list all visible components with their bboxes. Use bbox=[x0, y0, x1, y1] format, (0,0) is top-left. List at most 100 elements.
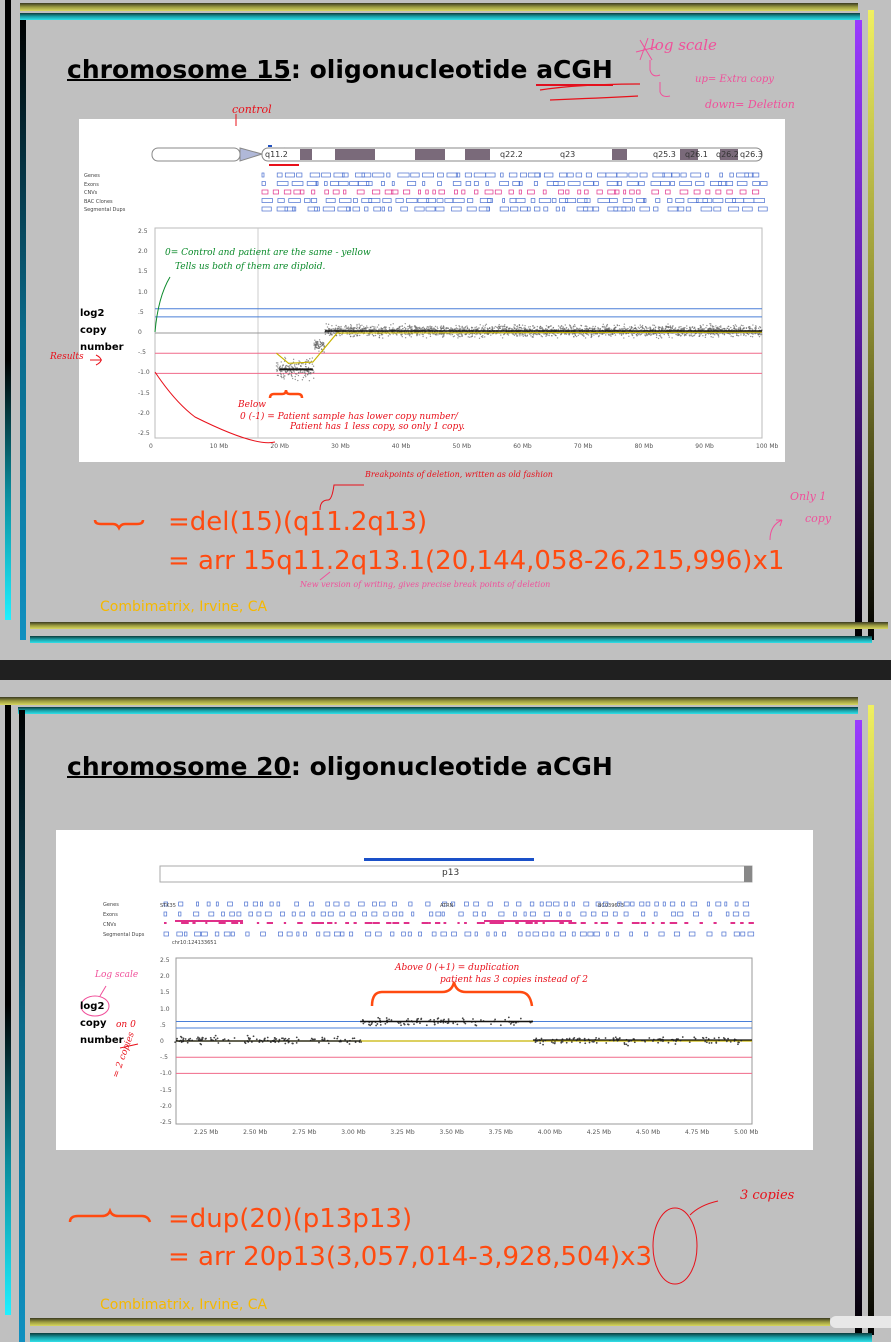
probe-point bbox=[694, 1037, 697, 1040]
probe-point bbox=[352, 336, 354, 338]
track-feature bbox=[523, 911, 527, 917]
track-feature bbox=[702, 198, 713, 203]
probe-point bbox=[297, 1038, 300, 1041]
track-feature bbox=[297, 922, 303, 924]
track-feature bbox=[669, 901, 676, 907]
track-feature bbox=[736, 172, 749, 178]
track-feature bbox=[494, 189, 502, 195]
track-feature bbox=[418, 931, 423, 937]
track-feature bbox=[446, 172, 458, 178]
track-feature bbox=[621, 206, 631, 212]
track-feature bbox=[518, 181, 523, 186]
probe-point bbox=[214, 1034, 217, 1037]
track-feature bbox=[229, 911, 235, 917]
probe-point bbox=[711, 328, 713, 330]
probe-point bbox=[199, 1042, 202, 1045]
track-feature bbox=[284, 206, 295, 212]
probe-point bbox=[624, 328, 627, 330]
probe-point bbox=[313, 1038, 316, 1041]
track-feature bbox=[740, 922, 744, 924]
probe-point bbox=[328, 334, 331, 336]
track-feature bbox=[559, 198, 569, 203]
track-feature bbox=[583, 181, 594, 186]
probe-point bbox=[266, 1036, 269, 1039]
probe-point bbox=[740, 324, 743, 327]
track-feature bbox=[516, 901, 522, 907]
probe-point bbox=[348, 1043, 351, 1045]
track-feature bbox=[583, 901, 590, 907]
track-feature bbox=[607, 189, 617, 195]
track-feature bbox=[670, 181, 675, 186]
probe-point bbox=[201, 1036, 204, 1039]
track-feature bbox=[322, 206, 335, 212]
track-feature bbox=[553, 181, 565, 186]
probe-point bbox=[204, 1038, 207, 1040]
probe-point bbox=[201, 1038, 204, 1041]
track-feature bbox=[500, 172, 504, 178]
track-feature bbox=[435, 911, 442, 917]
track-feature bbox=[418, 189, 421, 195]
track-feature bbox=[397, 172, 410, 178]
track-feature bbox=[559, 922, 564, 924]
probe-point bbox=[705, 1036, 708, 1039]
probe-point bbox=[469, 336, 471, 338]
probe-point bbox=[612, 1037, 615, 1040]
track-feature bbox=[510, 206, 519, 212]
probe-point bbox=[462, 327, 464, 329]
probe-point bbox=[275, 369, 278, 371]
probe-point bbox=[186, 1041, 189, 1044]
track-feature bbox=[214, 931, 220, 937]
probe-point bbox=[739, 326, 742, 328]
track-feature bbox=[628, 172, 638, 178]
track-feature bbox=[339, 911, 345, 917]
track-feature bbox=[310, 198, 318, 203]
probe-point bbox=[595, 1042, 598, 1044]
note-three-copies: 3 copies bbox=[740, 1188, 795, 1203]
annotation-arrow bbox=[99, 985, 107, 997]
track-feature bbox=[693, 189, 701, 195]
probe-point bbox=[433, 1018, 436, 1021]
probe-point bbox=[671, 337, 673, 339]
probe-point bbox=[484, 328, 486, 330]
probe-point bbox=[755, 325, 757, 327]
probe-point bbox=[620, 328, 622, 330]
track-feature bbox=[299, 911, 305, 917]
track-feature bbox=[525, 931, 531, 937]
probe-point bbox=[313, 342, 315, 344]
track-feature bbox=[653, 911, 658, 917]
probe-point bbox=[519, 1017, 522, 1020]
probe-point bbox=[378, 334, 381, 337]
track-feature bbox=[530, 198, 536, 203]
probe-point bbox=[400, 329, 403, 331]
track-feature bbox=[606, 181, 619, 186]
track-feature bbox=[622, 198, 633, 203]
probe-point bbox=[747, 333, 750, 336]
track-feature bbox=[580, 922, 586, 924]
probe-point bbox=[464, 1022, 467, 1025]
probe-point bbox=[548, 334, 550, 337]
track-feature bbox=[333, 931, 341, 937]
track-feature bbox=[371, 189, 381, 195]
track-feature bbox=[499, 206, 509, 212]
probe-point bbox=[507, 334, 510, 336]
probe-point bbox=[516, 335, 518, 337]
probe-point bbox=[668, 336, 670, 338]
probe-point bbox=[368, 334, 370, 337]
track-feature bbox=[201, 931, 208, 937]
track-feature bbox=[513, 911, 517, 917]
probe-point bbox=[553, 1042, 556, 1045]
track-feature bbox=[334, 922, 337, 924]
track-feature bbox=[403, 922, 410, 924]
track-feature bbox=[277, 198, 285, 203]
track-feature bbox=[358, 901, 365, 907]
probe-point bbox=[720, 325, 722, 327]
track-feature bbox=[316, 931, 321, 937]
track-feature bbox=[497, 922, 504, 924]
ideogram-band bbox=[612, 149, 627, 160]
probe-point bbox=[605, 1042, 608, 1044]
track-feature bbox=[613, 206, 627, 212]
track-feature bbox=[441, 911, 445, 917]
track-feature bbox=[362, 911, 368, 917]
track-feature bbox=[527, 172, 540, 178]
probe-point bbox=[690, 334, 692, 336]
